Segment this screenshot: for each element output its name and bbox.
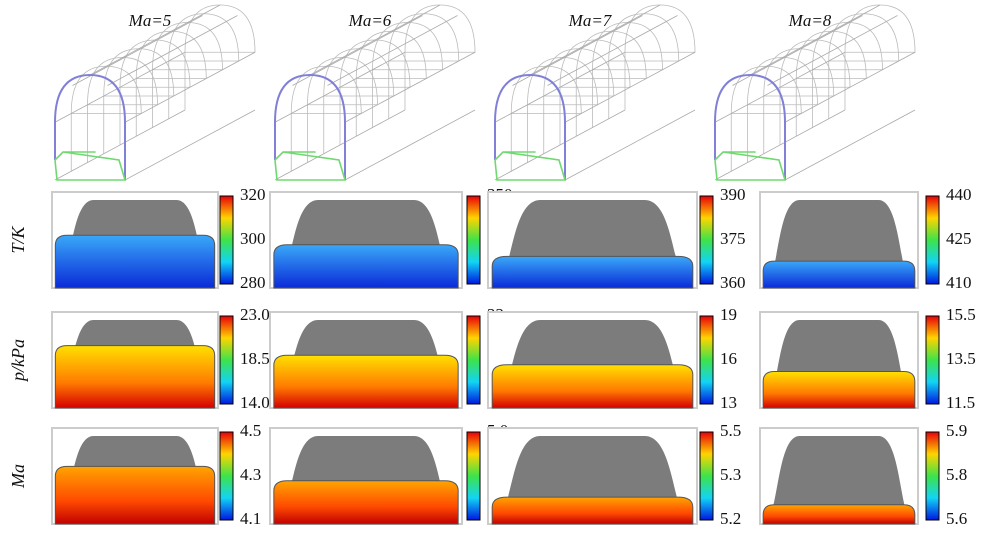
column-title: Ma=7: [568, 11, 613, 30]
colorbar: [926, 316, 939, 404]
contour-region: [55, 466, 214, 524]
row-label: T/K: [8, 226, 28, 254]
colorbar-tick-label: 19: [720, 305, 737, 324]
column-title: Ma=8: [788, 11, 832, 30]
front-arch: [55, 75, 125, 180]
colorbar-tick-label: 390: [720, 185, 746, 204]
contour-region: [492, 256, 693, 288]
colorbar-tick-label: 18.5: [240, 349, 270, 368]
row-label: p/kPa: [8, 339, 28, 383]
contour-region: [55, 346, 214, 408]
colorbar-tick-label: 375: [720, 229, 746, 248]
front-arch: [715, 75, 785, 180]
column-title: Ma=5: [128, 11, 172, 30]
colorbar: [926, 432, 939, 520]
base-line: [715, 152, 785, 180]
contour-region: [274, 355, 458, 408]
contour-region: [274, 481, 458, 524]
wire-edge: [345, 110, 475, 180]
contour-region: [763, 505, 915, 524]
colorbar-tick-label: 320: [240, 185, 266, 204]
front-arch: [495, 75, 565, 180]
colorbar-tick-label: 280: [240, 273, 266, 292]
front-arch: [275, 75, 345, 180]
colorbar-tick-label: 14.0: [240, 393, 270, 412]
colorbar-tick-label: 11.5: [946, 393, 975, 412]
colorbar-tick-label: 410: [946, 273, 972, 292]
colorbar-tick-label: 5.5: [720, 421, 741, 440]
colorbar: [220, 196, 233, 284]
colorbar: [220, 316, 233, 404]
colorbar-tick-label: 5.6: [946, 509, 967, 528]
colorbar-tick-label: 4.5: [240, 421, 261, 440]
contour-region: [492, 497, 693, 524]
colorbar-tick-label: 5.3: [720, 465, 741, 484]
contour-region: [55, 235, 214, 288]
contour-region: [492, 365, 693, 408]
colorbar: [926, 196, 939, 284]
colorbar-tick-label: 13: [720, 393, 737, 412]
colorbar-tick-label: 5.9: [946, 421, 967, 440]
colorbar-tick-label: 5.2: [720, 509, 741, 528]
colorbar: [467, 196, 480, 284]
colorbar-tick-label: 425: [946, 229, 972, 248]
column-title: Ma=6: [348, 11, 392, 30]
base-line: [495, 152, 565, 180]
colorbar-tick-label: 4.3: [240, 465, 261, 484]
wire-edge: [125, 110, 255, 180]
colorbar: [700, 432, 713, 520]
colorbar: [700, 316, 713, 404]
figure: Ma=5Ma=6Ma=7Ma=8T/K320300280350335320390…: [0, 0, 986, 537]
wire-edge: [785, 110, 915, 180]
colorbar-tick-label: 15.5: [946, 305, 976, 324]
base-line: [55, 152, 125, 180]
colorbar-tick-label: 16: [720, 349, 737, 368]
contour-region: [763, 261, 915, 288]
contour-region: [274, 245, 458, 288]
contour-region: [763, 372, 915, 408]
base-line: [275, 152, 345, 180]
colorbar: [467, 316, 480, 404]
colorbar: [700, 196, 713, 284]
colorbar-tick-label: 13.5: [946, 349, 976, 368]
colorbar-tick-label: 23.0: [240, 305, 270, 324]
colorbar-tick-label: 5.8: [946, 465, 967, 484]
colorbar-tick-label: 440: [946, 185, 972, 204]
row-label: Ma: [8, 464, 28, 489]
colorbar-tick-label: 4.1: [240, 509, 261, 528]
colorbar: [467, 432, 480, 520]
colorbar: [220, 432, 233, 520]
wire-edge: [565, 110, 695, 180]
colorbar-tick-label: 360: [720, 273, 746, 292]
colorbar-tick-label: 300: [240, 229, 266, 248]
